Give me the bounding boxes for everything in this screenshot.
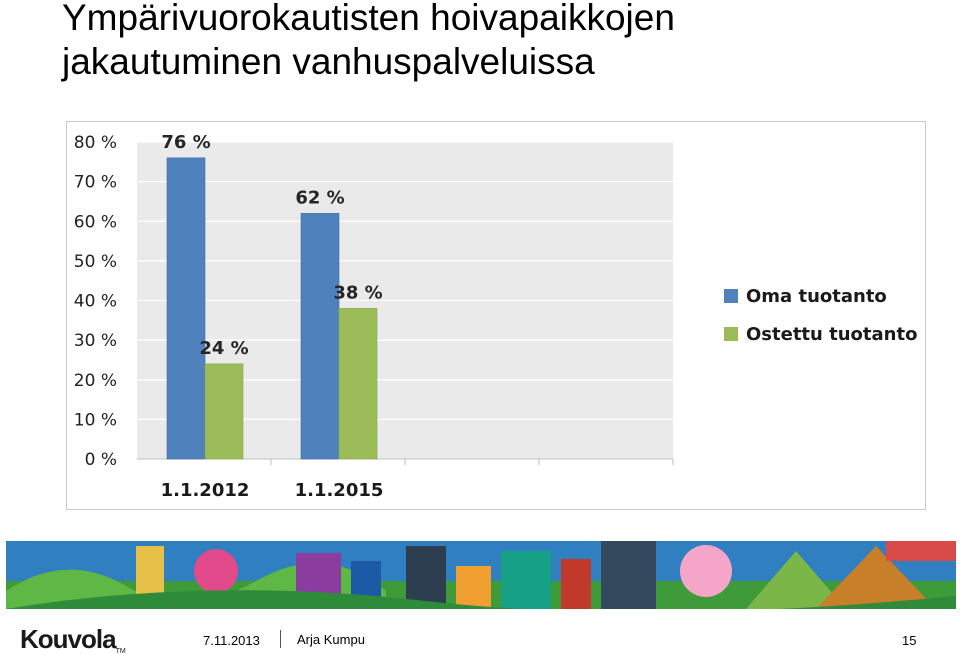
footer-author: Arja Kumpu (297, 632, 365, 647)
legend-entry: Oma tuotanto (746, 286, 887, 307)
city-landscape-illustration (6, 541, 956, 609)
footer-date: 7.11.2013 (203, 633, 260, 648)
x-tick-label: 1.1.2012 (161, 480, 250, 501)
y-tick-label: 80 % (74, 133, 117, 153)
y-tick-label: 20 % (74, 371, 117, 391)
title-line-1: Ympärivuorokautisten hoivapaikkojen (62, 0, 675, 38)
legend-swatch (724, 289, 738, 303)
bar (204, 363, 244, 460)
x-tick-label: 1.1.2015 (295, 480, 384, 501)
y-tick-label: 60 % (74, 212, 117, 232)
decorative-banner (6, 541, 956, 609)
data-label: 24 % (199, 338, 248, 359)
bar (166, 157, 206, 460)
kouvola-logo: KouvolaTM (20, 624, 126, 655)
chart-frame: 0 % 10 % 20 % 30 % 40 % 50 % 60 % 70 % 80 % 76 % 2… (66, 121, 926, 510)
legend-swatch (724, 327, 738, 341)
footer-divider (280, 630, 281, 648)
page-number: 15 (902, 633, 917, 648)
y-tick-label: 10 % (74, 410, 117, 430)
y-tick-label: 50 % (74, 252, 117, 272)
data-label: 38 % (333, 282, 382, 303)
bar (338, 308, 378, 460)
legend-entry: Ostettu tuotanto (746, 324, 917, 345)
data-label: 62 % (295, 187, 344, 208)
slide-title: Ympärivuorokautisten hoivapaikkojen jaka… (62, 0, 675, 84)
title-line-2: jakautuminen vanhuspalveluissa (62, 41, 595, 82)
bar-chart: 0 % 10 % 20 % 30 % 40 % 50 % 60 % 70 % 80 % 76 % 2… (74, 132, 918, 501)
y-tick-label: 70 % (74, 173, 117, 193)
y-tick-label: 30 % (74, 331, 117, 351)
data-label: 76 % (161, 132, 210, 153)
bar (300, 213, 340, 460)
y-tick-label: 0 % (85, 450, 117, 470)
y-tick-label: 40 % (74, 292, 117, 312)
